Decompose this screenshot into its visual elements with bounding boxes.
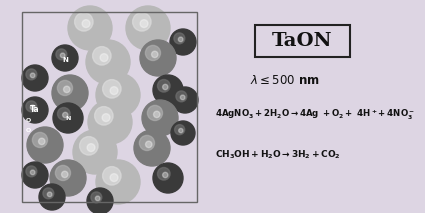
Circle shape — [178, 128, 183, 133]
Circle shape — [52, 75, 88, 111]
Circle shape — [62, 171, 68, 178]
Circle shape — [43, 188, 54, 199]
Circle shape — [39, 138, 45, 145]
Circle shape — [63, 86, 70, 93]
Circle shape — [145, 45, 161, 60]
Circle shape — [95, 196, 100, 201]
Text: $\mathbf{CH_3OH + H_2O \rightarrow 3H_2 + CO_2}$: $\mathbf{CH_3OH + H_2O \rightarrow 3H_2 … — [215, 149, 341, 161]
Circle shape — [134, 130, 170, 166]
Circle shape — [26, 101, 37, 112]
Circle shape — [32, 132, 48, 148]
Circle shape — [102, 114, 110, 122]
Circle shape — [88, 100, 132, 144]
Circle shape — [152, 51, 158, 58]
Circle shape — [52, 45, 78, 71]
Bar — [22, 12, 197, 202]
Circle shape — [26, 69, 37, 80]
Circle shape — [50, 160, 86, 196]
Circle shape — [176, 91, 187, 102]
Circle shape — [147, 105, 162, 121]
Circle shape — [140, 20, 148, 27]
Circle shape — [170, 29, 196, 55]
Circle shape — [140, 40, 176, 76]
Circle shape — [142, 100, 178, 136]
Circle shape — [55, 166, 71, 181]
Circle shape — [57, 80, 73, 95]
Circle shape — [158, 167, 170, 180]
Circle shape — [87, 144, 95, 152]
Circle shape — [73, 130, 117, 174]
Circle shape — [180, 95, 185, 100]
Circle shape — [96, 73, 140, 117]
Circle shape — [22, 65, 48, 91]
Circle shape — [47, 192, 52, 197]
Text: $\lambda \leq 500\ \mathbf{nm}$: $\lambda \leq 500\ \mathbf{nm}$ — [250, 73, 320, 86]
Circle shape — [102, 80, 121, 98]
Text: Ta: Ta — [30, 105, 40, 115]
Circle shape — [163, 172, 168, 178]
Circle shape — [96, 160, 140, 204]
Circle shape — [153, 111, 160, 118]
Circle shape — [53, 103, 83, 133]
Circle shape — [62, 112, 68, 118]
Circle shape — [158, 79, 170, 92]
Circle shape — [133, 13, 151, 31]
Circle shape — [163, 84, 168, 90]
Circle shape — [175, 125, 185, 135]
Circle shape — [39, 184, 65, 210]
Circle shape — [60, 53, 65, 58]
Circle shape — [110, 174, 118, 181]
Circle shape — [172, 87, 198, 113]
Circle shape — [145, 141, 152, 148]
Text: $\mathbf{4AgNO_3 + 2H_2O \rightarrow 4Ag\ +O_2+\ 4H^+\!+4NO_3^-}$: $\mathbf{4AgNO_3 + 2H_2O \rightarrow 4Ag… — [215, 108, 415, 122]
Circle shape — [82, 20, 90, 27]
Text: N: N — [65, 115, 71, 121]
Circle shape — [30, 105, 35, 110]
Text: TaON: TaON — [272, 32, 333, 50]
Circle shape — [139, 135, 155, 151]
Circle shape — [95, 106, 113, 125]
Circle shape — [153, 163, 183, 193]
Circle shape — [178, 37, 183, 42]
Bar — [255, 25, 350, 57]
Circle shape — [174, 33, 185, 44]
Circle shape — [86, 40, 130, 84]
Circle shape — [30, 170, 35, 175]
Circle shape — [22, 162, 48, 188]
Circle shape — [68, 6, 112, 50]
Circle shape — [26, 166, 37, 177]
Circle shape — [102, 167, 121, 185]
Circle shape — [27, 127, 63, 163]
Circle shape — [91, 192, 102, 203]
Circle shape — [126, 6, 170, 50]
Circle shape — [56, 49, 67, 60]
Circle shape — [22, 97, 48, 123]
Text: O: O — [26, 128, 31, 132]
Text: O: O — [26, 118, 31, 122]
Circle shape — [93, 47, 111, 65]
Circle shape — [30, 73, 35, 78]
Circle shape — [79, 137, 98, 155]
Circle shape — [110, 87, 118, 95]
Circle shape — [75, 13, 93, 31]
Circle shape — [87, 188, 113, 213]
Circle shape — [153, 75, 183, 105]
Circle shape — [57, 108, 70, 120]
Circle shape — [171, 121, 195, 145]
Circle shape — [100, 54, 108, 62]
Text: N: N — [62, 57, 68, 63]
